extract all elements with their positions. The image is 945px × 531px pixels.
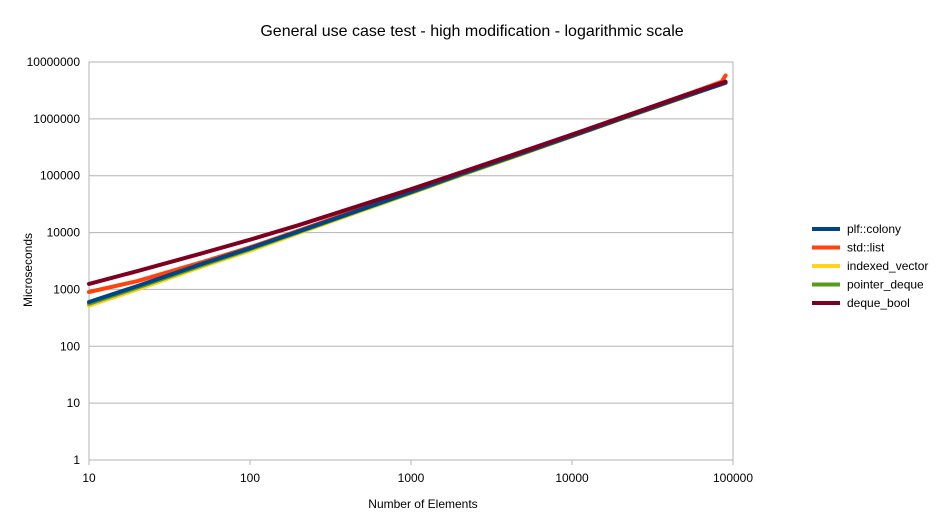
x-tick-label: 100000: [713, 471, 753, 485]
legend-label: indexed_vector: [847, 259, 928, 273]
legend: plf::colonystd::listindexed_vectorpointe…: [812, 222, 928, 310]
plot-frame: [88, 61, 734, 461]
x-tick-label: 10: [82, 471, 96, 485]
y-axis-label: Microseconds: [21, 233, 35, 307]
y-tick-label: 100: [60, 339, 80, 353]
y-tick-label: 10000000: [27, 55, 81, 69]
y-tick-label: 10000: [47, 226, 81, 240]
x-tick-labels: 10 100 1000 10000 100000: [82, 471, 753, 485]
chart-title: General use case test - high modificatio…: [260, 23, 683, 40]
y-tick-label: 100000: [40, 169, 80, 183]
y-tick-label: 1000000: [33, 112, 80, 126]
gridlines: [88, 61, 734, 465]
series-line-deque-bool: [87, 79, 728, 286]
x-tick-label: 1000: [398, 471, 425, 485]
legend-label: std::list: [847, 241, 885, 255]
x-axis-label: Number of Elements: [368, 497, 477, 511]
series-lines: [87, 73, 728, 308]
x-tick-label: 100: [240, 471, 260, 485]
legend-label: plf::colony: [847, 222, 901, 236]
y-tick-label: 1: [73, 453, 80, 467]
y-tick-label: 10: [67, 396, 81, 410]
y-tick-labels: 1 10 100 1000 10000 100000 1000000 10000000: [27, 55, 81, 467]
x-tick-label: 10000: [555, 471, 589, 485]
y-tick-label: 1000: [53, 282, 80, 296]
legend-label: deque_bool: [847, 296, 910, 310]
legend-label: pointer_deque: [847, 278, 924, 292]
